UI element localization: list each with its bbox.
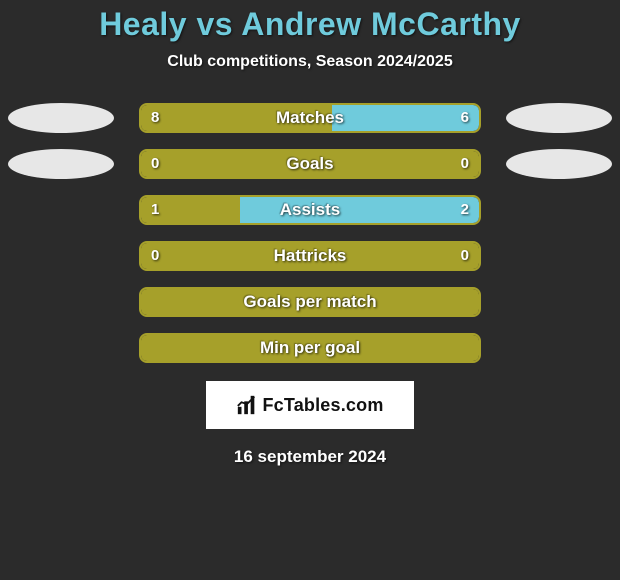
stat-row: Min per goal [0, 333, 620, 379]
stat-value-player2: 2 [461, 195, 469, 225]
player2-badge [506, 103, 612, 133]
stat-bar [139, 149, 481, 179]
stat-rows: Matches86Goals00Assists12Hattricks00Goal… [0, 103, 620, 379]
stat-bar [139, 195, 481, 225]
stat-value-player1: 0 [151, 241, 159, 271]
player1-badge [8, 149, 114, 179]
stat-value-player2: 0 [461, 241, 469, 271]
stat-bar [139, 103, 481, 133]
stat-row: Hattricks00 [0, 241, 620, 287]
stat-value-player2: 0 [461, 149, 469, 179]
bar-fill-player1 [141, 335, 479, 361]
bar-fill-player1 [141, 243, 479, 269]
player1-badge [8, 103, 114, 133]
page-title: Healy vs Andrew McCarthy [0, 6, 620, 43]
bar-fill-player2 [240, 197, 479, 223]
stat-row: Assists12 [0, 195, 620, 241]
stat-value-player1: 1 [151, 195, 159, 225]
stat-bar [139, 333, 481, 363]
bar-fill-player1 [141, 289, 479, 315]
brand-text: FcTables.com [262, 395, 383, 416]
stat-row: Matches86 [0, 103, 620, 149]
subtitle: Club competitions, Season 2024/2025 [0, 53, 620, 71]
stat-row: Goals00 [0, 149, 620, 195]
stat-row: Goals per match [0, 287, 620, 333]
chart-icon [236, 394, 258, 416]
stat-value-player1: 8 [151, 103, 159, 133]
snapshot-date: 16 september 2024 [0, 447, 620, 467]
stat-value-player2: 6 [461, 103, 469, 133]
comparison-card: Healy vs Andrew McCarthy Club competitio… [0, 0, 620, 580]
stat-bar [139, 241, 481, 271]
bar-fill-player2 [332, 105, 479, 131]
brand-badge[interactable]: FcTables.com [206, 381, 414, 429]
bar-fill-player1 [141, 151, 479, 177]
stat-value-player1: 0 [151, 149, 159, 179]
player2-badge [506, 149, 612, 179]
bar-fill-player1 [141, 105, 336, 131]
stat-bar [139, 287, 481, 317]
